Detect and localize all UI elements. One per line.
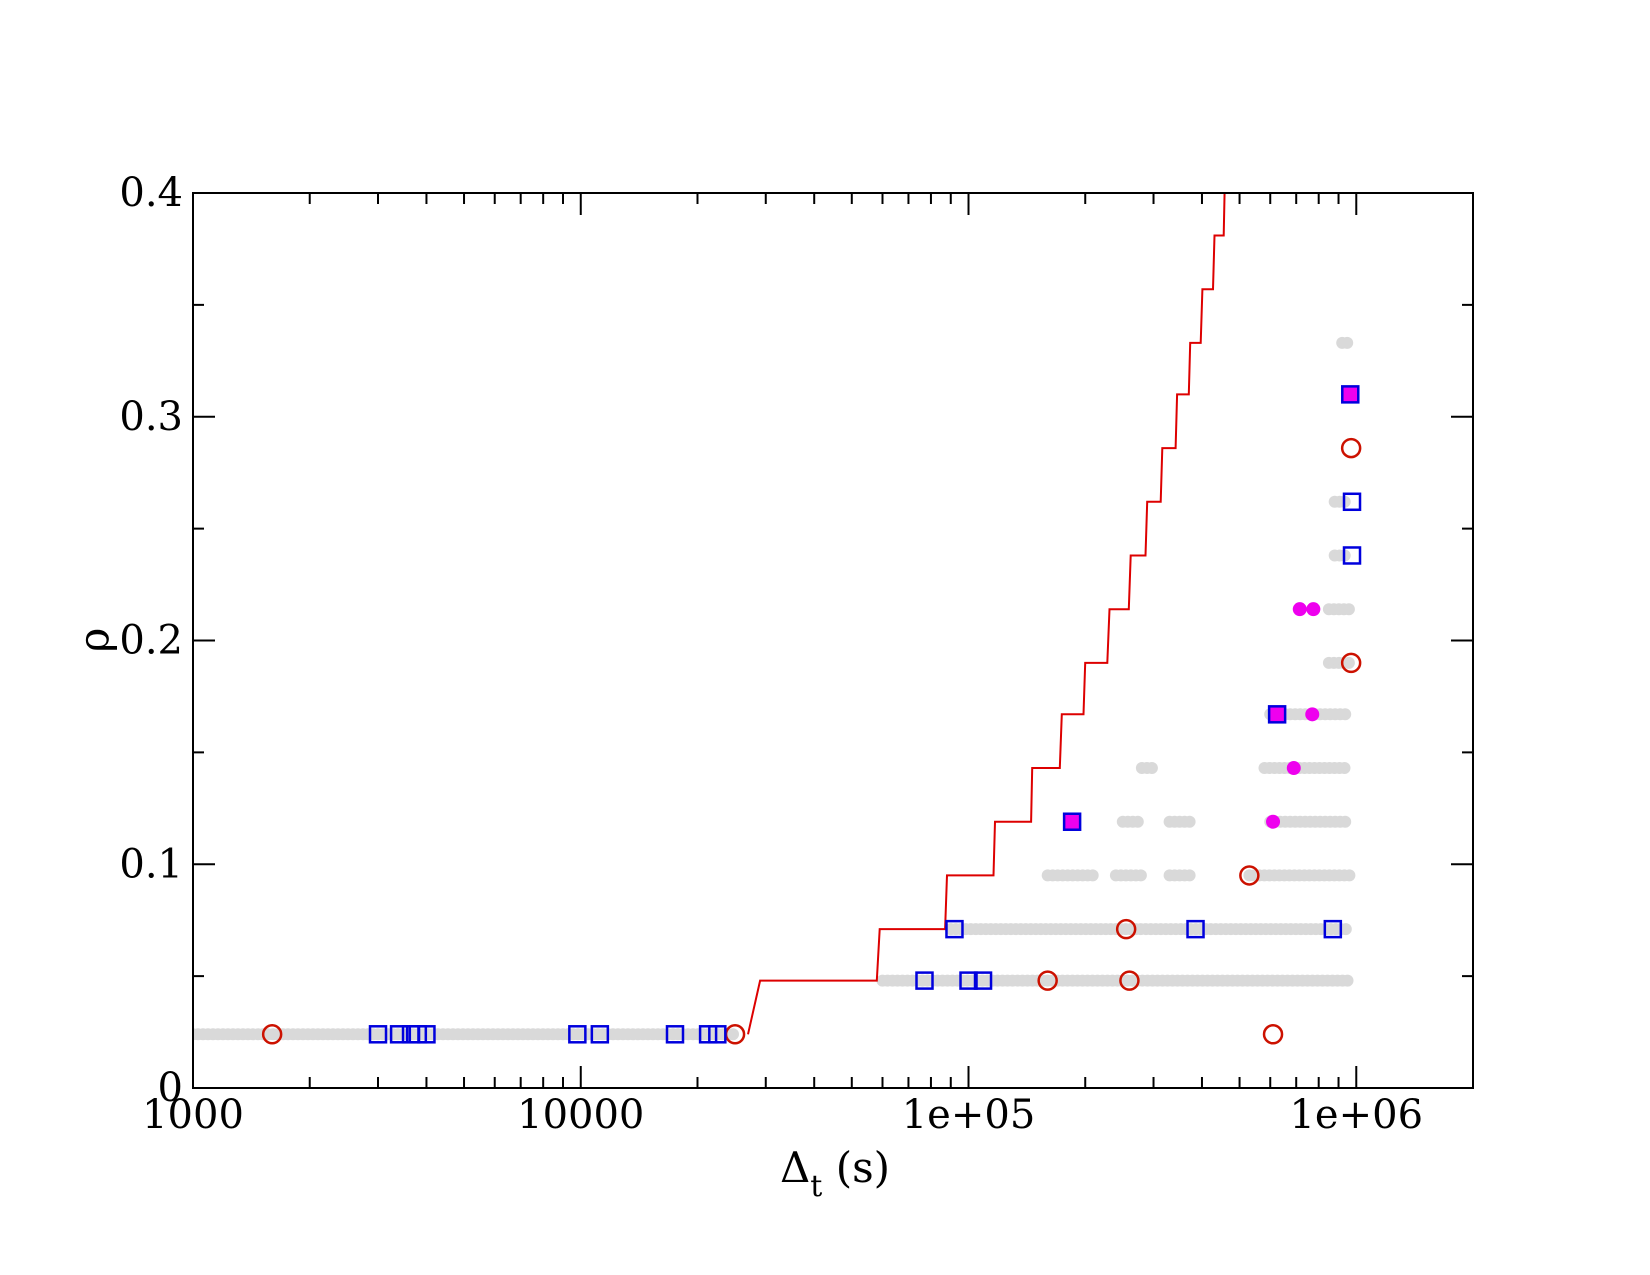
open-square-point xyxy=(708,1025,727,1044)
open-circle-point xyxy=(1340,437,1362,459)
filled-square-point xyxy=(1062,812,1082,831)
background-point xyxy=(1339,923,1352,936)
y-tick-label: 0 xyxy=(158,1065,183,1111)
background-point xyxy=(1183,869,1196,882)
background-point xyxy=(1338,762,1351,774)
background-point xyxy=(1343,869,1356,882)
tick-label-layer: 1000 10000 1e+05 1e+06 0 0.1 0.2 0.3 0.4 xyxy=(119,170,1423,1138)
data-layer xyxy=(193,193,1362,1045)
filled-circle-point xyxy=(1266,814,1281,829)
open-circle-point xyxy=(1115,918,1137,940)
open-square-point xyxy=(945,919,964,939)
background-point xyxy=(1341,336,1354,349)
open-circle-point xyxy=(261,1024,283,1045)
open-circle-point xyxy=(1119,970,1140,991)
x-tick-label: 1e+05 xyxy=(902,1092,1036,1138)
y-axis-label: ρ xyxy=(69,628,118,653)
open-square-point xyxy=(1342,492,1362,512)
tick-layer xyxy=(192,192,1474,1089)
y-tick-label: 0.4 xyxy=(119,170,183,216)
filled-circle-point xyxy=(1292,602,1307,617)
x-tick-label: 10000 xyxy=(517,1092,644,1138)
filled-square-point xyxy=(1341,385,1360,404)
background-point xyxy=(1342,656,1355,669)
filled-circle-point xyxy=(1306,602,1321,617)
background-point xyxy=(1131,815,1144,828)
open-square-point xyxy=(368,1025,388,1044)
open-square-point xyxy=(417,1025,436,1044)
background-point xyxy=(1339,708,1352,721)
background-point xyxy=(1183,815,1196,828)
plot-frame xyxy=(192,192,1474,1089)
background-point xyxy=(1134,869,1147,882)
filled-circle-point xyxy=(1286,761,1301,776)
y-tick-label: 0.1 xyxy=(119,841,183,887)
open-square-point xyxy=(389,1025,409,1044)
open-square-point xyxy=(973,971,993,990)
open-circle-point xyxy=(1239,865,1260,886)
open-square-point xyxy=(1323,919,1343,939)
background-point xyxy=(1086,869,1099,882)
background-point xyxy=(1342,603,1355,616)
open-square-point xyxy=(1186,919,1205,939)
open-square-point xyxy=(959,971,978,990)
open-square-point xyxy=(1342,546,1362,565)
background-point xyxy=(1341,974,1354,987)
open-square-point xyxy=(590,1025,610,1044)
background-point xyxy=(1145,762,1158,774)
y-tick-label: 0.3 xyxy=(119,394,183,440)
open-circle-point xyxy=(1262,1024,1284,1045)
open-square-point xyxy=(665,1025,685,1044)
filled-circle-point xyxy=(1305,707,1320,722)
step-line xyxy=(747,193,1226,1035)
x-axis-label: Δt (s) xyxy=(780,1143,890,1204)
background-point xyxy=(727,1028,739,1041)
filled-square-point xyxy=(1267,705,1287,724)
x-tick-label: 1e+06 xyxy=(1289,1092,1423,1138)
background-point xyxy=(1339,815,1352,828)
open-circle-point xyxy=(1037,970,1058,991)
open-square-point xyxy=(568,1025,587,1044)
open-circle-point xyxy=(1340,652,1362,674)
y-tick-label: 0.2 xyxy=(119,618,183,664)
x-tick-label: 1000 xyxy=(142,1092,244,1138)
open-square-point xyxy=(915,971,934,990)
